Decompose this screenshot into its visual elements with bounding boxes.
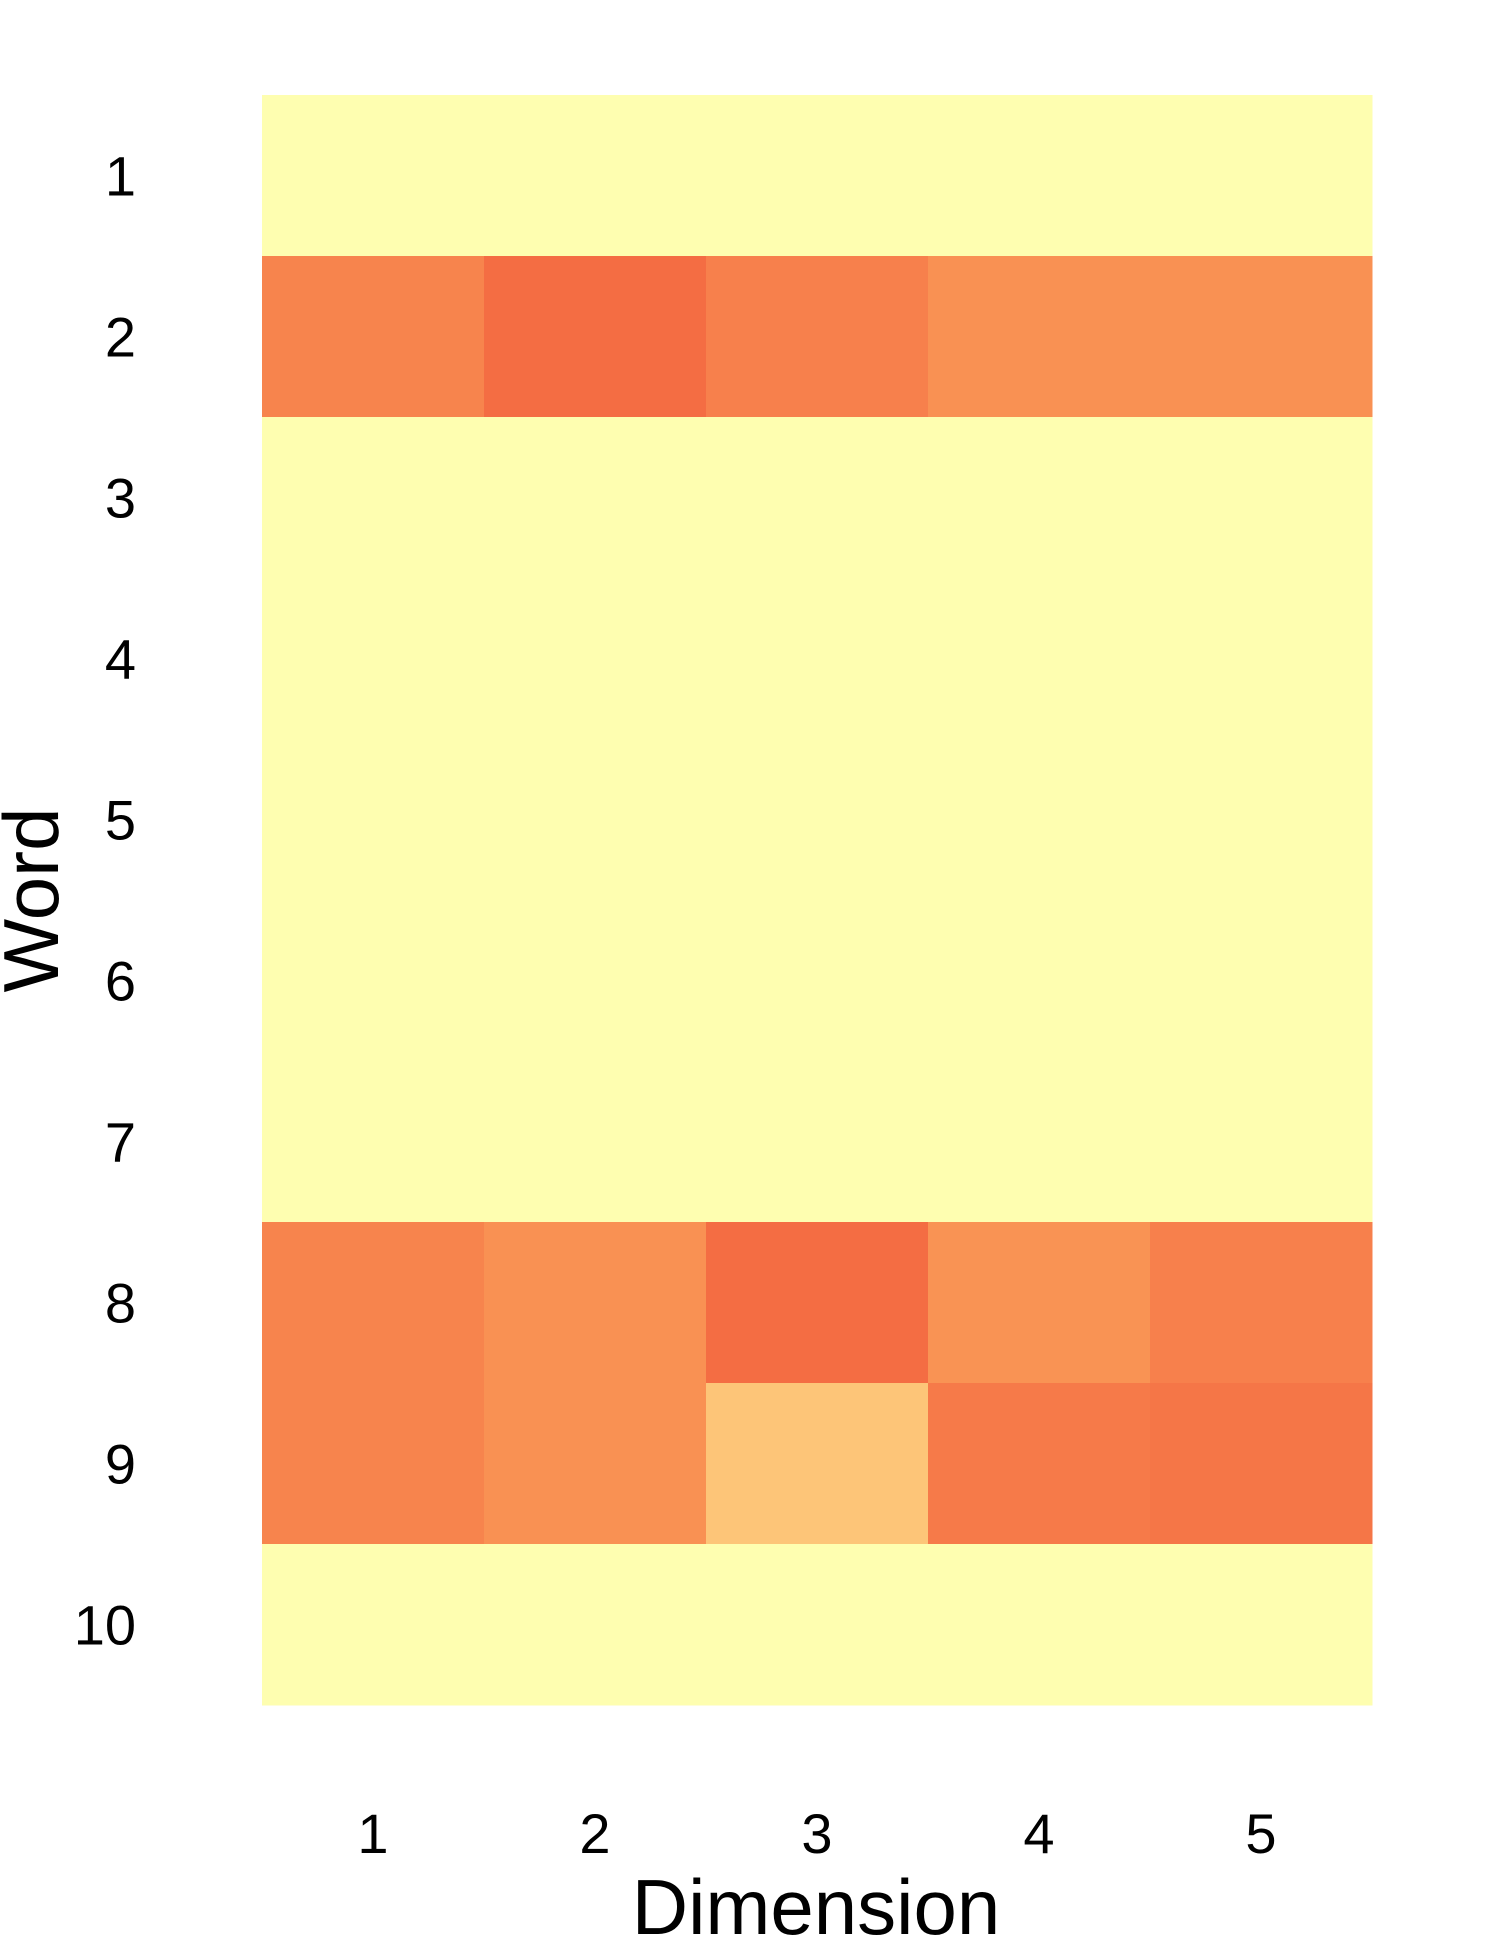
heatmap-cell-r9-c3 (706, 1383, 929, 1545)
heatmap-cell-r5-c3 (706, 739, 929, 901)
y-tick-label: 3 (105, 467, 136, 530)
heatmap-cell-r10-c2 (484, 1544, 707, 1706)
heatmap-cell-r9-c5 (1150, 1383, 1373, 1545)
heatmap-cell-r6-c2 (484, 900, 707, 1062)
heatmap-cell-r3-c5 (1150, 417, 1373, 579)
heatmap-cell-r3-c1 (262, 417, 485, 579)
heatmap-cell-r3-c3 (706, 417, 929, 579)
y-tick-labels: 1 2 3 4 5 6 7 8 9 10 (74, 145, 136, 1657)
heatmap-cell-r10-c5 (1150, 1544, 1373, 1706)
heatmap-cell-r10-c3 (706, 1544, 929, 1706)
y-tick-label: 10 (74, 1594, 136, 1657)
heatmap-cell-r4-c2 (484, 578, 707, 740)
x-axis-title: Dimension (632, 1863, 1000, 1950)
heatmap-cell-r4-c4 (928, 578, 1151, 740)
heatmap-cell-r6-c4 (928, 900, 1151, 1062)
heatmap-cell-r8-c2 (484, 1222, 707, 1384)
heatmap-cell-r4-c1 (262, 578, 485, 740)
heatmap-cell-r1-c5 (1150, 95, 1373, 257)
y-tick-label: 1 (105, 145, 136, 208)
heatmap-cell-r3-c4 (928, 417, 1151, 579)
x-tick-label: 4 (1023, 1802, 1054, 1865)
y-axis-title: Word (0, 808, 75, 993)
x-tick-labels: 1 2 3 4 5 (357, 1802, 1276, 1865)
heatmap-cell-r2-c3 (706, 256, 929, 418)
heatmap-cell-r8-c1 (262, 1222, 485, 1384)
x-tick-label: 3 (801, 1802, 832, 1865)
y-tick-label: 8 (105, 1272, 136, 1335)
heatmap-cell-r7-c4 (928, 1061, 1151, 1223)
heatmap-cell-r7-c5 (1150, 1061, 1373, 1223)
heatmap-cell-r5-c2 (484, 739, 707, 901)
heatmap-cell-r2-c5 (1150, 256, 1373, 418)
heatmap-cell-r8-c5 (1150, 1222, 1373, 1384)
heatmap-cell-r6-c1 (262, 900, 485, 1062)
heatmap-cell-r1-c2 (484, 95, 707, 257)
x-tick-label: 2 (579, 1802, 610, 1865)
heatmap-cell-r1-c1 (262, 95, 485, 257)
heatmap-cell-r5-c5 (1150, 739, 1373, 901)
y-tick-label: 9 (105, 1433, 136, 1496)
heatmap-cell-r2-c1 (262, 256, 485, 418)
y-tick-label: 6 (105, 950, 136, 1013)
x-tick-label: 5 (1245, 1802, 1276, 1865)
heatmap-cell-r9-c4 (928, 1383, 1151, 1545)
heatmap-cell-r4-c5 (1150, 578, 1373, 740)
y-tick-label: 5 (105, 789, 136, 852)
heatmap-cell-r9-c2 (484, 1383, 707, 1545)
heatmap-cell-r8-c3 (706, 1222, 929, 1384)
heatmap-cell-r10-c1 (262, 1544, 485, 1706)
heatmap-cell-r7-c2 (484, 1061, 707, 1223)
x-tick-label: 1 (357, 1802, 388, 1865)
heatmap-cell-r5-c4 (928, 739, 1151, 901)
heatmap-cell-r10-c4 (928, 1544, 1151, 1706)
heatmap-cell-r5-c1 (262, 739, 485, 901)
heatmap-cell-r9-c1 (262, 1383, 485, 1545)
heatmap-cell-r1-c3 (706, 95, 929, 257)
heatmap-cell-r2-c2 (484, 256, 707, 418)
heatmap-cells (262, 95, 1373, 1706)
heatmap-cell-r6-c5 (1150, 900, 1373, 1062)
heatmap-cell-r4-c3 (706, 578, 929, 740)
y-tick-label: 4 (105, 628, 136, 691)
heatmap-cell-r3-c2 (484, 417, 707, 579)
y-tick-label: 2 (105, 306, 136, 369)
heatmap-cell-r7-c1 (262, 1061, 485, 1223)
heatmap-cell-r8-c4 (928, 1222, 1151, 1384)
y-tick-label: 7 (105, 1111, 136, 1174)
heatmap-cell-r7-c3 (706, 1061, 929, 1223)
heatmap-cell-r6-c3 (706, 900, 929, 1062)
heatmap-cell-r2-c4 (928, 256, 1151, 418)
heatmap-cell-r1-c4 (928, 95, 1151, 257)
